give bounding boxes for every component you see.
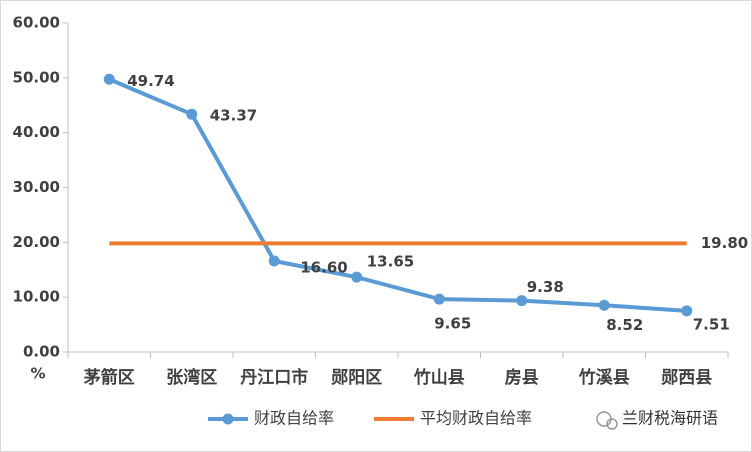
x-tick-label: 竹山县 xyxy=(413,367,465,388)
point xyxy=(351,271,363,283)
point xyxy=(516,295,528,307)
y-axis-label: % xyxy=(30,365,45,383)
y-tick-label: 10.00 xyxy=(13,288,60,306)
legend-label: 财政自给率 xyxy=(254,409,334,428)
y-tick-label: 50.00 xyxy=(13,68,60,86)
legend-marker xyxy=(222,413,234,425)
x-tick-label: 丹江口市 xyxy=(240,367,308,388)
y-tick-label: 60.00 xyxy=(13,14,60,32)
data-label: 49.74 xyxy=(127,72,174,90)
y-tick-label: 40.00 xyxy=(13,123,60,141)
data-label: 9.65 xyxy=(434,315,471,333)
series-line xyxy=(108,77,687,313)
point xyxy=(433,293,445,305)
x-tick-label: 房县 xyxy=(505,367,539,388)
point xyxy=(681,305,693,317)
x-tick-label: 张湾区 xyxy=(166,367,217,388)
point xyxy=(268,255,280,267)
data-label: 16.60 xyxy=(300,258,347,276)
watermark-icon xyxy=(606,418,618,430)
watermark: 兰财税海研语 xyxy=(596,409,718,430)
point xyxy=(103,73,115,85)
data-label: 43.37 xyxy=(210,107,257,125)
data-label: 7.51 xyxy=(693,315,730,333)
watermark-text: 兰财税海研语 xyxy=(622,409,718,428)
y-tick-label: 0.00 xyxy=(23,343,60,361)
data-label: 8.52 xyxy=(606,316,643,334)
data-label: 9.38 xyxy=(527,278,564,296)
data-label: 13.65 xyxy=(367,253,414,271)
y-tick-label: 30.00 xyxy=(13,178,60,196)
x-tick-label: 郧西县 xyxy=(661,368,712,388)
legend-label: 平均财政自给率 xyxy=(420,409,532,428)
y-tick-label: 20.00 xyxy=(13,233,60,251)
x-tick-label: 茅箭区 xyxy=(84,367,135,388)
point xyxy=(598,299,610,311)
point xyxy=(186,108,198,120)
data-label: 19.80 xyxy=(701,234,748,252)
x-tick-label: 竹溪县 xyxy=(578,367,630,388)
x-tick-label: 郧阳区 xyxy=(331,368,382,388)
